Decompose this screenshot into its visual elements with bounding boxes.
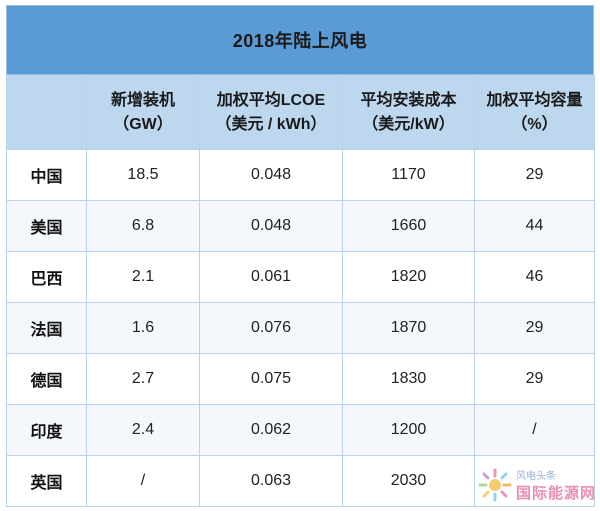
capacity-factor-cell: 29 [474, 353, 595, 405]
install-cost-cell: 1170 [342, 149, 475, 201]
header-capacity-factor-line1: 加权平均容量 [486, 91, 583, 109]
header-lcoe-line1: 加权平均LCOE [216, 91, 326, 109]
lcoe-cell: 0.062 [199, 404, 343, 456]
country-cell: 中国 [6, 149, 87, 201]
capacity-factor-cell: 29 [474, 149, 595, 201]
table-row: 印度 2.4 0.062 1200 / [6, 404, 595, 456]
table-row: 中国 18.5 0.048 1170 29 [6, 149, 595, 201]
header-capacity-factor-line2: （%） [511, 115, 558, 133]
header-capacity: 新增装机 （GW） [86, 75, 200, 150]
install-cost-cell: 1660 [342, 200, 475, 252]
watermark: 风电头条 国际能源网 [476, 461, 596, 509]
watermark-text: 风电头条 国际能源网 [516, 467, 596, 503]
capacity-factor-cell: 46 [474, 251, 595, 303]
capacity-cell: 2.7 [86, 353, 200, 405]
data-table-container: 2018年陆上风电 新增装机 （GW） 加权平均LCOE （美元 / kWh） [6, 5, 595, 507]
capacity-factor-cell: 44 [474, 200, 595, 252]
header-install-cost-line1: 平均安装成本 [360, 91, 457, 109]
watermark-top-text: 风电头条 [515, 471, 556, 482]
lcoe-cell: 0.061 [199, 251, 343, 303]
table-row: 巴西 2.1 0.061 1820 46 [6, 251, 595, 303]
country-cell: 英国 [6, 455, 87, 507]
table-title: 2018年陆上风电 [6, 5, 594, 75]
install-cost-cell: 2030 [342, 455, 475, 507]
table-row: 德国 2.7 0.075 1830 29 [6, 353, 595, 405]
country-cell: 印度 [6, 404, 87, 456]
table-row: 美国 6.8 0.048 1660 44 [6, 200, 595, 252]
capacity-cell: / [86, 455, 200, 507]
country-cell: 巴西 [6, 251, 87, 303]
install-cost-cell: 1200 [342, 404, 475, 456]
lcoe-cell: 0.048 [199, 200, 343, 252]
country-cell: 德国 [6, 353, 87, 405]
capacity-cell: 6.8 [86, 200, 200, 252]
capacity-factor-cell: / [474, 404, 595, 456]
lcoe-cell: 0.075 [199, 353, 343, 405]
lcoe-cell: 0.063 [199, 455, 343, 507]
country-cell: 法国 [6, 302, 87, 354]
header-row: 新增装机 （GW） 加权平均LCOE （美元 / kWh） 平均安装成本 （美元… [6, 75, 595, 150]
header-capacity-factor: 加权平均容量 （%） [474, 75, 595, 150]
wind-power-table: 新增装机 （GW） 加权平均LCOE （美元 / kWh） 平均安装成本 （美元… [6, 75, 595, 507]
install-cost-cell: 1870 [342, 302, 475, 354]
header-install-cost-line2: （美元/kW） [362, 115, 455, 133]
install-cost-cell: 1830 [342, 353, 475, 405]
sun-logo-icon [478, 468, 512, 502]
header-capacity-line1: 新增装机 [110, 91, 175, 109]
header-install-cost: 平均安装成本 （美元/kW） [342, 75, 475, 150]
watermark-main-text: 国际能源网 [515, 485, 596, 502]
capacity-cell: 2.1 [86, 251, 200, 303]
header-corner-cell [6, 75, 87, 150]
capacity-factor-cell: 29 [474, 302, 595, 354]
header-capacity-line2: （GW） [113, 115, 173, 133]
header-lcoe-line2: （美元 / kWh） [215, 115, 327, 133]
lcoe-cell: 0.048 [199, 149, 343, 201]
table-row: 法国 1.6 0.076 1870 29 [6, 302, 595, 354]
table-row: 英国 / 0.063 2030 [6, 455, 595, 507]
country-cell: 美国 [6, 200, 87, 252]
capacity-cell: 18.5 [86, 149, 200, 201]
capacity-cell: 1.6 [86, 302, 200, 354]
lcoe-cell: 0.076 [199, 302, 343, 354]
install-cost-cell: 1820 [342, 251, 475, 303]
header-lcoe: 加权平均LCOE （美元 / kWh） [199, 75, 343, 150]
capacity-cell: 2.4 [86, 404, 200, 456]
